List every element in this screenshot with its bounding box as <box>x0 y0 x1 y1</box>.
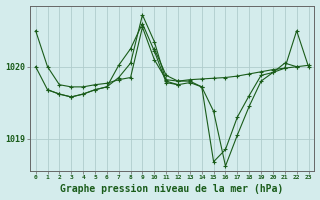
X-axis label: Graphe pression niveau de la mer (hPa): Graphe pression niveau de la mer (hPa) <box>60 184 284 194</box>
